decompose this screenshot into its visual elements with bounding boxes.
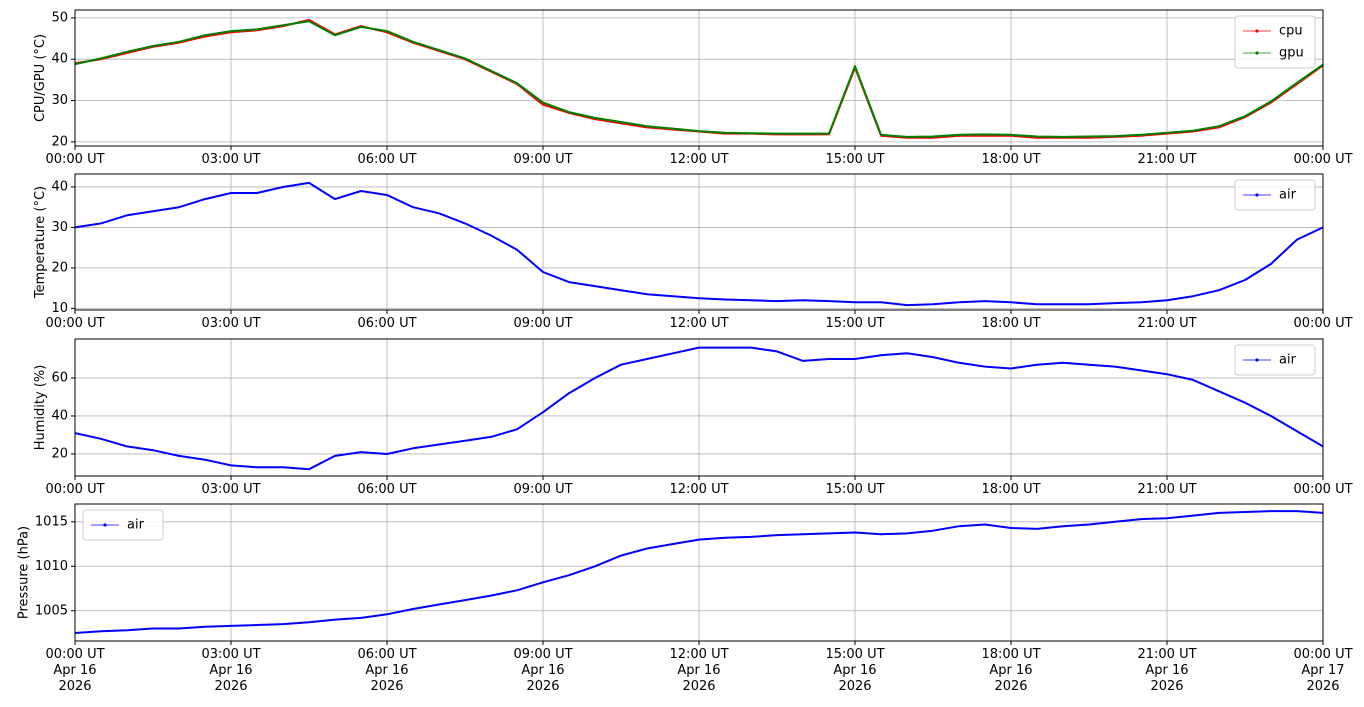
legend-frame (1234, 344, 1316, 376)
x-tick-label: 12:00 UT (669, 482, 729, 497)
x-tick-label: 00:00 UT (45, 316, 105, 331)
x-tick-label: 09:00 UT (513, 316, 573, 331)
legend: air (82, 509, 164, 541)
legend-marker (1255, 29, 1259, 33)
y-tick-label: 50 (51, 10, 68, 25)
legend: air (1234, 179, 1316, 211)
y-axis-label: Temperature (°C) (33, 186, 48, 299)
x-tick-label: 21:00 UT Apr 16 2026 (1137, 647, 1197, 694)
legend-label: gpu (1279, 46, 1304, 61)
legend-marker (1255, 51, 1259, 55)
legend-frame (82, 509, 164, 541)
legend: cpu gpu (1234, 15, 1316, 69)
x-tick-label: 15:00 UT (825, 316, 885, 331)
y-tick-label: 40 (51, 408, 68, 423)
axes-frame (74, 9, 1324, 147)
x-tick-label: 18:00 UT (981, 482, 1041, 497)
legend-frame (1234, 15, 1316, 69)
x-tick-label: 21:00 UT (1137, 482, 1197, 497)
y-axis-label: Pressure (hPa) (16, 526, 31, 619)
x-tick-label: 12:00 UT Apr 16 2026 (669, 647, 729, 694)
y-tick-label: 20 (51, 446, 68, 461)
legend-marker (1255, 358, 1259, 362)
x-tick-label: 03:00 UT Apr 16 2026 (201, 647, 261, 694)
x-tick-label: 15:00 UT (825, 152, 885, 167)
legend-label: cpu (1279, 24, 1303, 39)
x-tick-label: 15:00 UT (825, 482, 885, 497)
y-tick-label: 20 (51, 134, 68, 149)
data-line (75, 181, 1323, 307)
data-line (75, 346, 1323, 471)
axes-frame (74, 173, 1324, 311)
data-line (75, 20, 1323, 138)
legend-marker (1255, 193, 1259, 197)
x-tick-label: 18:00 UT (981, 152, 1041, 167)
x-tick-label: 00:00 UT (45, 152, 105, 167)
plot-area (75, 181, 1323, 307)
legend-label: air (127, 518, 145, 533)
y-tick-label: 40 (51, 52, 68, 67)
y-tick-label: 1010 (35, 559, 68, 574)
x-tick-label: 06:00 UT (357, 316, 417, 331)
y-axis-label: Humidity (%) (33, 365, 48, 451)
x-tick-label: 00:00 UT (1293, 482, 1353, 497)
y-axis-label: CPU/GPU (°C) (33, 34, 48, 122)
x-tick-label: 09:00 UT (513, 482, 573, 497)
y-tick-label: 30 (51, 93, 68, 108)
legend-label: air (1279, 353, 1297, 368)
x-tick-label: 21:00 UT (1137, 316, 1197, 331)
x-tick-label: 06:00 UT Apr 16 2026 (357, 647, 417, 694)
x-tick-label: 09:00 UT Apr 16 2026 (513, 647, 573, 694)
y-tick-label: 30 (51, 220, 68, 235)
y-tick-label: 20 (51, 260, 68, 275)
x-tick-label: 03:00 UT (201, 316, 261, 331)
x-tick-label: 00:00 UT (1293, 152, 1353, 167)
x-tick-label: 12:00 UT (669, 152, 729, 167)
y-tick-label: 10 (51, 301, 68, 316)
y-tick-label: 1015 (35, 514, 68, 529)
y-tick-label: 40 (51, 179, 68, 194)
x-tick-label: 06:00 UT (357, 482, 417, 497)
x-tick-label: 18:00 UT Apr 16 2026 (981, 647, 1041, 694)
data-line (75, 510, 1323, 634)
x-tick-label: 00:00 UT (1293, 316, 1353, 331)
plot-area (75, 18, 1323, 139)
x-tick-label: 12:00 UT (669, 316, 729, 331)
y-tick-label: 1005 (35, 603, 68, 618)
axes-frame (74, 338, 1324, 477)
plot-area (75, 346, 1323, 471)
x-tick-label: 15:00 UT Apr 16 2026 (825, 647, 885, 694)
legend: air (1234, 344, 1316, 376)
axes-frame (74, 503, 1324, 642)
x-tick-label: 03:00 UT (201, 482, 261, 497)
x-tick-label: 00:00 UT Apr 17 2026 (1293, 647, 1353, 694)
x-tick-label: 00:00 UT Apr 16 2026 (45, 647, 105, 694)
x-tick-label: 03:00 UT (201, 152, 261, 167)
legend-marker (103, 523, 107, 527)
x-tick-label: 00:00 UT (45, 482, 105, 497)
legend-frame (1234, 179, 1316, 211)
x-tick-label: 18:00 UT (981, 316, 1041, 331)
x-tick-label: 09:00 UT (513, 152, 573, 167)
x-tick-label: 21:00 UT (1137, 152, 1197, 167)
legend-label: air (1279, 188, 1297, 203)
y-tick-label: 60 (51, 370, 68, 385)
plot-area (75, 510, 1323, 634)
x-tick-label: 06:00 UT (357, 152, 417, 167)
